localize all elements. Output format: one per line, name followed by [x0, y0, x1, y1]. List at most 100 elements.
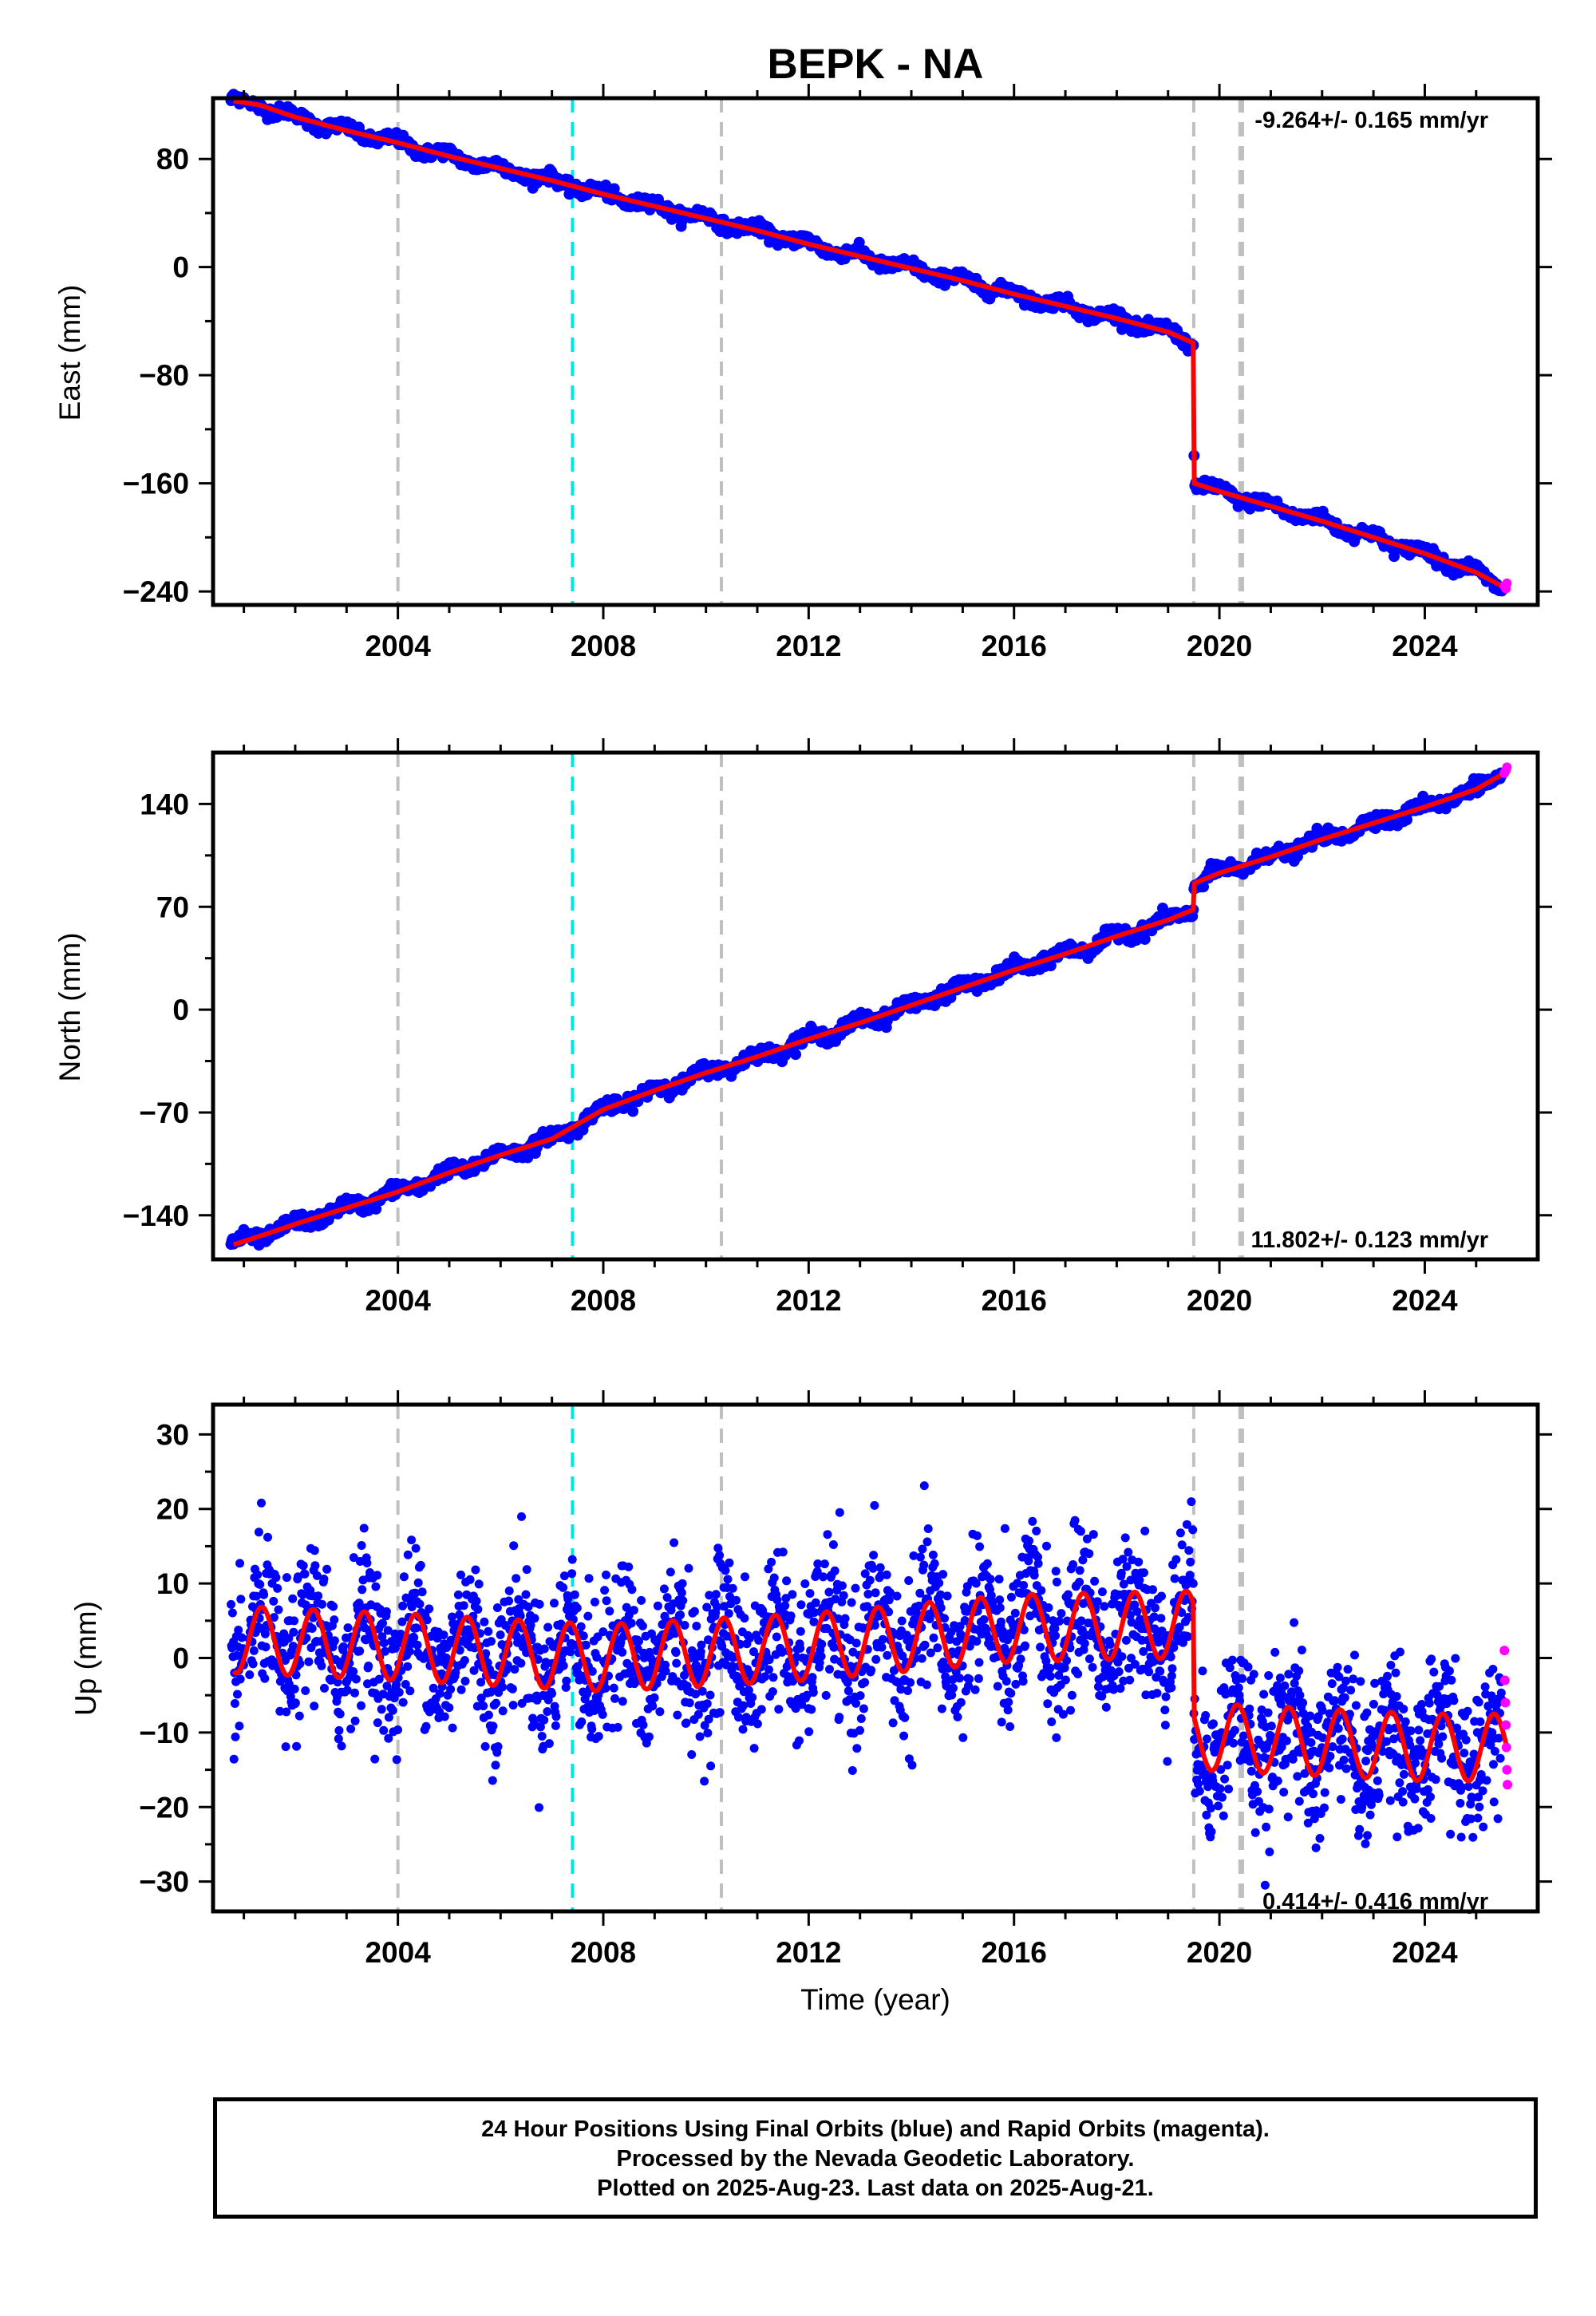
up-data-point	[479, 1701, 488, 1711]
up-data-point	[974, 1658, 984, 1667]
up-data-point	[231, 1732, 240, 1741]
east-x-tick-label: 2024	[1392, 630, 1458, 662]
up-data-point	[852, 1744, 862, 1753]
up-data-point	[1101, 1702, 1111, 1712]
up-data-point	[1097, 1587, 1107, 1597]
up-data-point	[982, 1559, 992, 1568]
up-data-point	[1029, 1571, 1039, 1580]
up-data-point	[235, 1721, 244, 1731]
up-data-point	[403, 1550, 413, 1559]
up-data-point	[294, 1711, 304, 1721]
up-data-point	[906, 1678, 915, 1687]
north-x-tick-label: 2004	[365, 1284, 431, 1317]
up-data-point	[245, 1670, 255, 1679]
up-data-point	[613, 1722, 622, 1732]
up-data-point	[808, 1673, 817, 1682]
up-data-point	[491, 1761, 500, 1770]
up-data-point	[310, 1561, 320, 1571]
up-data-point	[248, 1659, 258, 1669]
up-data-point	[817, 1639, 827, 1649]
up-data-point	[997, 1717, 1006, 1727]
up-data-point	[371, 1582, 381, 1591]
up-data-point	[583, 1611, 593, 1621]
up-data-point	[605, 1607, 614, 1616]
up-data-point	[261, 1642, 271, 1652]
up-data-point	[377, 1705, 386, 1714]
up-data-point	[670, 1538, 679, 1547]
up-data-point	[929, 1633, 938, 1642]
up-plot-area	[227, 1405, 1513, 1911]
up-data-point	[811, 1598, 820, 1607]
up-data-point	[1075, 1566, 1084, 1575]
up-data-point	[796, 1626, 805, 1636]
up-data-point	[923, 1524, 933, 1533]
up-data-point	[576, 1622, 586, 1631]
up-data-point	[680, 1621, 689, 1630]
up-data-point	[626, 1618, 636, 1628]
up-data-point	[638, 1720, 648, 1729]
up-data-point	[290, 1698, 300, 1708]
up-data-point	[892, 1591, 902, 1601]
up-data-point	[807, 1705, 816, 1714]
up-data-point	[958, 1733, 968, 1742]
up-data-point	[600, 1586, 610, 1595]
up-data-point	[300, 1569, 310, 1579]
up-data-point	[782, 1576, 792, 1586]
up-data-point	[653, 1601, 662, 1611]
up-data-point	[492, 1698, 501, 1708]
up-data-point	[544, 1739, 554, 1749]
up-data-point	[825, 1665, 834, 1674]
up-data-point	[715, 1708, 725, 1717]
up-data-point	[362, 1559, 372, 1567]
up-data-point	[1080, 1638, 1089, 1648]
up-data-point	[570, 1590, 579, 1599]
up-data-point	[851, 1583, 860, 1593]
up-data-point	[602, 1596, 611, 1606]
up-data-point	[235, 1559, 244, 1568]
up-data-point	[855, 1691, 865, 1701]
up-data-point	[379, 1725, 389, 1735]
up-data-point	[230, 1699, 239, 1708]
up-data-point	[767, 1557, 776, 1567]
up-data-point	[899, 1731, 909, 1741]
up-data-point	[788, 1590, 797, 1599]
up-data-point	[700, 1777, 709, 1786]
up-data-point	[487, 1637, 496, 1646]
up-data-point	[392, 1755, 401, 1765]
up-data-point	[307, 1624, 317, 1633]
north-model-line	[232, 769, 1509, 1247]
up-data-point	[453, 1590, 463, 1599]
up-data-point	[1055, 1616, 1064, 1626]
north-x-tick-label: 2024	[1392, 1284, 1458, 1317]
up-data-point	[1006, 1592, 1016, 1602]
up-data-point	[263, 1532, 272, 1542]
up-data-point	[379, 1638, 389, 1648]
up-data-point	[1069, 1560, 1078, 1569]
up-data-point	[1019, 1581, 1029, 1590]
up-data-point	[394, 1688, 404, 1697]
north-x-tick-label: 2020	[1187, 1284, 1252, 1317]
up-data-point	[444, 1703, 454, 1713]
north-y-axis-label: North (mm)	[53, 932, 86, 1081]
east-y-tick-label: −80	[139, 359, 189, 392]
up-data-point	[749, 1744, 759, 1753]
up-data-point	[465, 1575, 475, 1584]
up-data-point	[786, 1611, 796, 1621]
up-data-point	[567, 1555, 577, 1564]
up-data-point	[253, 1570, 263, 1579]
up-data-point	[301, 1686, 310, 1695]
up-data-point	[417, 1587, 427, 1597]
up-data-point	[399, 1572, 409, 1582]
up-data-point	[993, 1682, 1002, 1691]
up-data-point	[539, 1644, 549, 1654]
north-y-tick-label: 70	[156, 891, 189, 923]
up-data-point	[473, 1605, 483, 1614]
up-data-point	[1078, 1555, 1088, 1565]
up-data-point	[338, 1642, 348, 1651]
up-data-point	[269, 1596, 279, 1606]
east-x-tick-label: 2016	[982, 630, 1047, 662]
up-data-point	[840, 1614, 850, 1623]
up-data-point	[974, 1674, 983, 1683]
up-data-point	[335, 1709, 345, 1719]
up-data-point	[1117, 1652, 1127, 1662]
